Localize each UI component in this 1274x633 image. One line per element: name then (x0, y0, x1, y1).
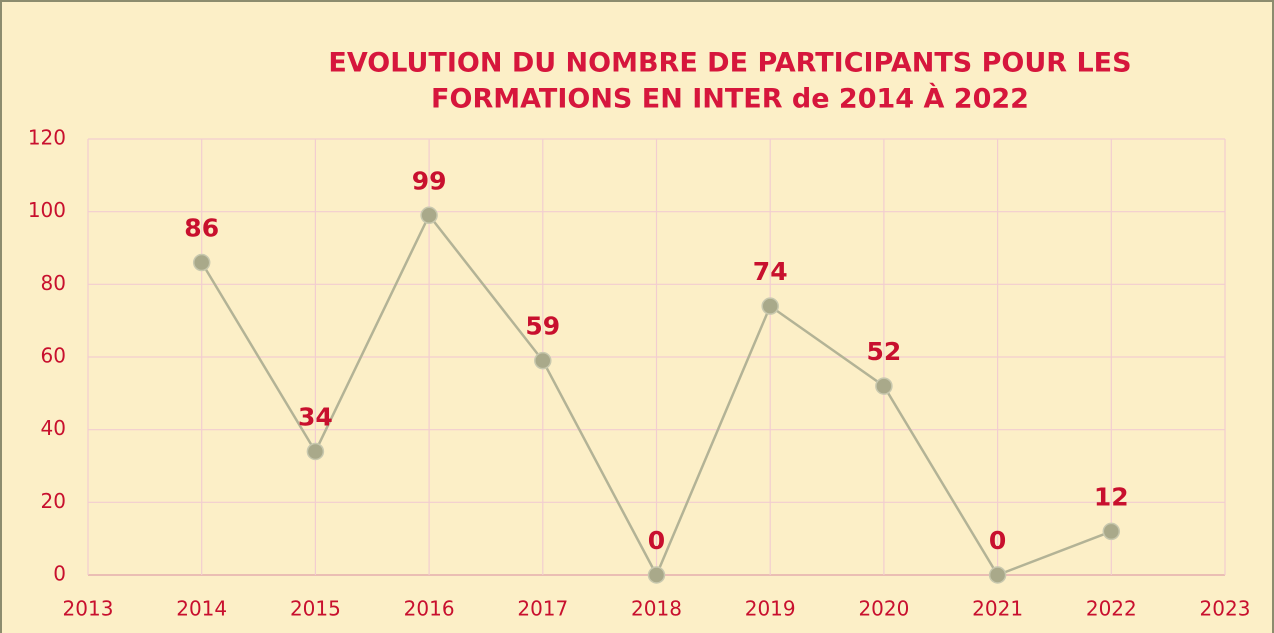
x-tick-label: 2014 (176, 597, 227, 621)
data-label: 86 (184, 214, 219, 243)
data-point (761, 297, 779, 315)
data-point (306, 442, 325, 461)
x-tick-label: 2018 (631, 597, 682, 621)
x-tick-label: 2020 (858, 597, 909, 621)
chart-title: FORMATIONS EN INTER de 2014 À 2022 (431, 83, 1029, 115)
data-label: 52 (867, 337, 902, 366)
y-tick-label: 80 (41, 271, 66, 295)
data-point (192, 253, 211, 272)
y-tick-label: 40 (41, 416, 66, 440)
data-label: 12 (1094, 482, 1129, 511)
x-tick-label: 2022 (1086, 597, 1137, 621)
x-tick-label: 2023 (1200, 597, 1251, 621)
data-label: 59 (525, 312, 560, 341)
data-point (534, 351, 552, 370)
x-tick-label: 2015 (290, 597, 341, 621)
y-tick-label: 120 (28, 126, 66, 150)
data-label: 34 (298, 402, 333, 431)
x-tick-label: 2013 (63, 597, 114, 621)
data-label: 0 (989, 526, 1006, 555)
x-tick-label: 2021 (972, 597, 1023, 621)
chart-title: EVOLUTION DU NOMBRE DE PARTICIPANTS POUR… (328, 48, 1131, 79)
x-tick-label: 2017 (517, 597, 568, 621)
y-tick-label: 0 (53, 562, 66, 586)
y-tick-label: 20 (41, 489, 66, 513)
x-tick-label: 2019 (745, 597, 796, 621)
data-point (875, 377, 893, 395)
data-label: 74 (753, 257, 788, 286)
x-tick-label: 2016 (404, 597, 455, 621)
data-label: 99 (412, 166, 447, 195)
y-tick-label: 60 (41, 344, 66, 368)
data-label: 0 (648, 526, 665, 555)
data-point (420, 206, 438, 225)
y-tick-label: 100 (28, 198, 66, 222)
data-point (988, 566, 1007, 584)
data-point (1102, 522, 1121, 541)
data-point (647, 566, 666, 584)
